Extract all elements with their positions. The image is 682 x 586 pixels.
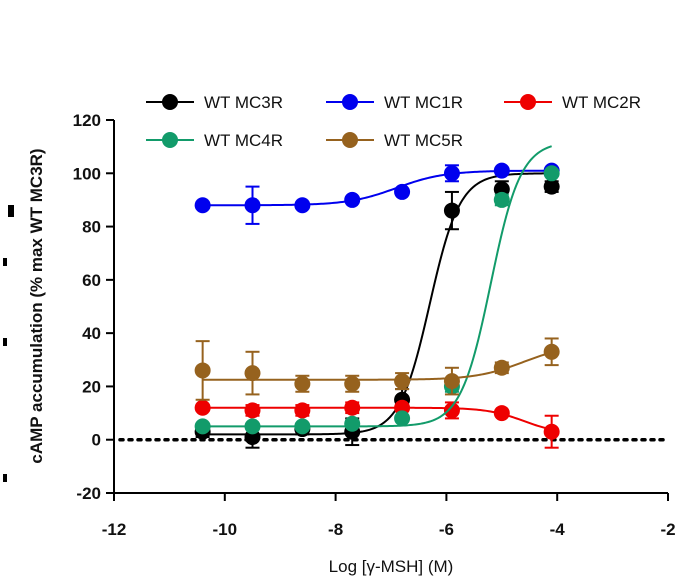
legend-marker [520,94,536,110]
data-point [443,165,460,182]
data-point [443,402,460,419]
y-tick-label: 0 [92,431,101,450]
data-point [294,375,311,392]
data-point [344,191,361,208]
data-point [244,418,261,435]
fit-curve [202,406,552,431]
y-axis-label: cAMP accumulation (% max WT MC3R) [27,148,46,463]
x-tick-label: -4 [550,520,566,539]
data-point [543,165,560,182]
legend-item: WT MC3R [146,93,283,112]
y-tick-label: 20 [82,377,101,396]
fit-curve [202,145,552,428]
y-tick-label: 80 [82,218,101,237]
data-point [543,423,560,440]
x-tick-label: -8 [328,520,343,539]
data-point [493,162,510,179]
legend-item: WT MC5R [326,131,463,150]
edge-mark [3,474,7,482]
data-point [194,418,211,435]
axes [113,120,668,494]
data-point [344,375,361,392]
legend-marker [162,132,178,148]
fit-curve [202,351,552,381]
legend-marker [342,132,358,148]
data-point [294,418,311,435]
data-point [493,191,510,208]
data-point [394,373,411,390]
y-tick-label: 40 [82,324,101,343]
series-wt-mc5r [194,337,560,401]
series-wt-mc4r [194,145,560,435]
data-point [244,402,261,419]
data-point [543,178,560,195]
x-tick-label: -10 [213,520,238,539]
data-point [194,399,211,416]
legend-item: WT MC1R [326,93,463,112]
y-tick-label: 60 [82,271,101,290]
data-point [443,202,460,219]
legend-marker [342,94,358,110]
data-point [344,399,361,416]
fit-curve [202,169,552,207]
edge-mark [3,338,7,346]
legend-label: WT MC4R [204,131,283,150]
x-ticks: -12 -10 -8 -6 -4 -2 [102,493,676,539]
legend-label: WT MC5R [384,131,463,150]
legend-item: WT MC2R [504,93,641,112]
plot-area [194,145,560,449]
data-point [443,373,460,390]
legend: WT MC3R WT MC1R WT MC2R WT MC4R WT MC5R [146,93,641,150]
x-tick-label: -6 [439,520,454,539]
data-point [194,362,211,379]
left-edge-marks [3,205,14,482]
data-point [294,197,311,214]
data-point [493,405,510,422]
data-point [394,410,411,427]
data-point [543,343,560,360]
legend-marker [162,94,178,110]
y-tick-label: -20 [76,484,101,503]
x-tick-label: -12 [102,520,127,539]
edge-mark [3,258,7,266]
legend-label: WT MC3R [204,93,283,112]
x-axis-label: Log [γ-MSH] (M) [329,557,454,576]
edge-mark [8,205,14,217]
legend-label: WT MC2R [562,93,641,112]
y-tick-label: 120 [73,111,101,130]
series-wt-mc2r [194,399,560,449]
data-point [493,359,510,376]
data-point [344,415,361,432]
x-tick-label: -2 [660,520,675,539]
legend-item: WT MC4R [146,131,283,150]
data-point [294,402,311,419]
data-point [244,197,261,214]
data-point [244,365,261,382]
legend-label: WT MC1R [384,93,463,112]
data-point [194,197,211,214]
y-ticks: -20 0 20 40 60 80 100 120 [73,111,114,503]
y-tick-label: 100 [73,164,101,183]
data-point [394,183,411,200]
